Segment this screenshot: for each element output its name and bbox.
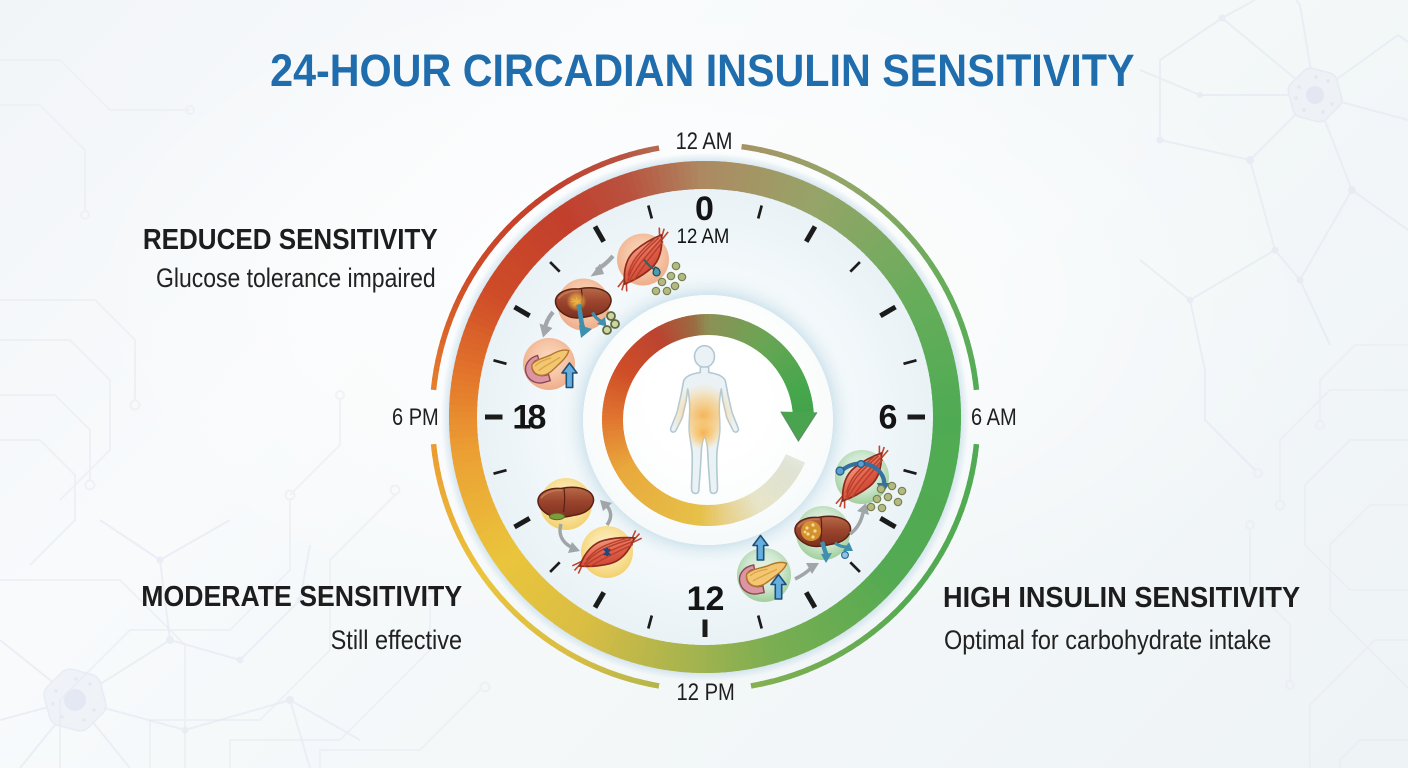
svg-text:12 AM: 12 AM	[677, 225, 730, 248]
svg-text:12: 12	[687, 580, 725, 618]
svg-text:6: 6	[879, 398, 898, 436]
svg-text:18: 18	[512, 398, 546, 436]
svg-text:0: 0	[695, 190, 714, 228]
